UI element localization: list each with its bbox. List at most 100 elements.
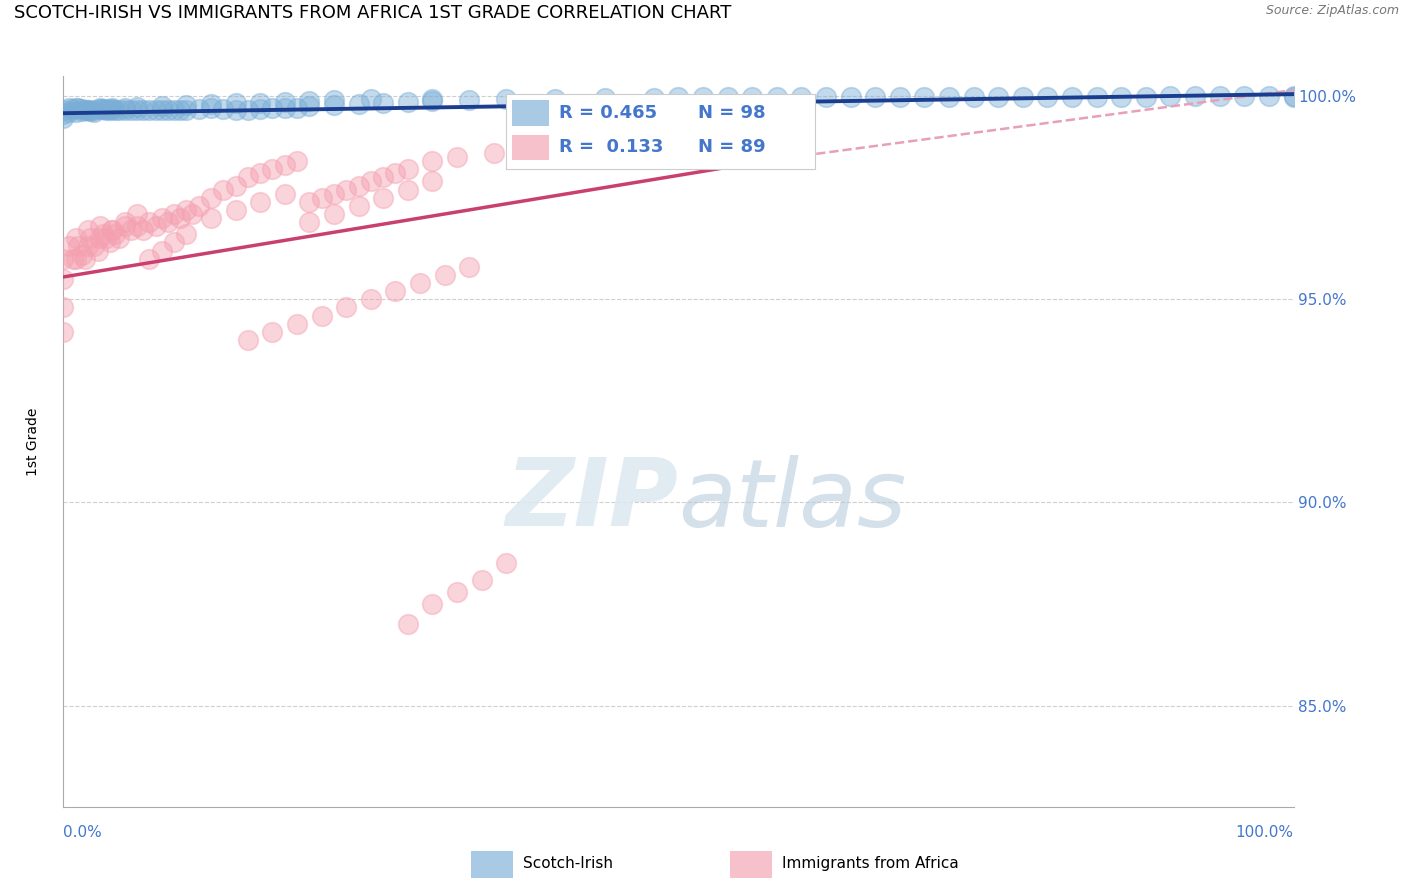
Point — [1282, 89, 1305, 103]
Point — [65, 252, 87, 266]
Point — [104, 227, 127, 242]
Text: R =  0.133: R = 0.133 — [558, 138, 664, 156]
Point — [132, 103, 155, 118]
Point — [249, 102, 271, 116]
Point — [285, 101, 308, 115]
Point — [298, 215, 321, 229]
Point — [1111, 89, 1133, 103]
Point — [236, 170, 259, 185]
Point — [114, 219, 136, 234]
Text: Source: ZipAtlas.com: Source: ZipAtlas.com — [1265, 4, 1399, 18]
Point — [262, 162, 284, 177]
Point — [335, 183, 357, 197]
Point — [249, 194, 271, 209]
Point — [323, 93, 346, 107]
Point — [225, 202, 247, 217]
Point — [76, 239, 98, 253]
Point — [52, 103, 75, 118]
Point — [262, 101, 284, 115]
Bar — [512, 100, 550, 126]
Point — [174, 103, 197, 117]
Point — [1085, 89, 1108, 103]
Point — [889, 89, 911, 103]
Point — [360, 174, 382, 188]
Point — [717, 90, 740, 104]
Point — [75, 252, 97, 266]
Point — [1036, 89, 1059, 103]
Point — [58, 105, 80, 120]
Point — [91, 102, 114, 116]
Point — [544, 92, 567, 106]
Point — [593, 91, 616, 105]
Point — [371, 170, 394, 185]
Bar — [730, 851, 772, 878]
Bar — [471, 851, 513, 878]
Point — [323, 98, 346, 112]
Point — [75, 103, 97, 117]
Point — [298, 99, 321, 113]
Point — [938, 89, 960, 103]
Point — [422, 154, 444, 169]
Point — [692, 90, 714, 104]
Point — [127, 100, 148, 114]
Text: R = 0.465: R = 0.465 — [558, 103, 657, 121]
Point — [127, 207, 148, 221]
Point — [83, 104, 105, 119]
Point — [323, 186, 346, 201]
Point — [169, 103, 191, 118]
Text: atlas: atlas — [678, 455, 907, 546]
Point — [815, 90, 838, 104]
Point — [1135, 89, 1157, 103]
Point — [262, 325, 284, 339]
Point — [495, 92, 517, 106]
Point — [98, 103, 121, 118]
Point — [58, 101, 80, 115]
Point — [1257, 89, 1279, 103]
Point — [101, 101, 124, 115]
Bar — [512, 135, 550, 161]
Text: ZIP: ZIP — [506, 454, 678, 546]
Point — [83, 103, 105, 117]
Point — [120, 103, 142, 118]
Point — [347, 178, 370, 193]
Point — [174, 227, 197, 242]
Point — [70, 247, 93, 261]
Point — [200, 97, 222, 112]
Point — [347, 97, 370, 112]
Point — [138, 215, 160, 229]
Point — [101, 223, 124, 237]
Point — [163, 207, 186, 221]
Point — [396, 162, 419, 177]
Point — [1282, 90, 1305, 104]
Point — [200, 191, 222, 205]
Point — [127, 219, 148, 234]
Point — [446, 150, 468, 164]
Point — [360, 92, 382, 106]
Point — [67, 239, 90, 253]
Point — [520, 137, 543, 152]
Point — [98, 235, 121, 250]
Point — [91, 227, 114, 242]
Point — [1208, 89, 1232, 103]
Point — [163, 103, 186, 117]
Point — [62, 252, 84, 266]
Point — [422, 92, 444, 106]
Point — [396, 617, 419, 632]
Point — [107, 231, 129, 245]
Point — [1233, 89, 1256, 103]
Point — [212, 183, 235, 197]
Point — [249, 166, 271, 180]
Text: 1st Grade: 1st Grade — [25, 408, 39, 475]
Text: 100.0%: 100.0% — [1236, 825, 1294, 840]
Point — [187, 199, 209, 213]
Point — [225, 178, 247, 193]
Point — [150, 99, 173, 113]
Point — [495, 557, 517, 571]
Point — [114, 215, 136, 229]
Point — [236, 333, 259, 347]
Point — [83, 239, 105, 253]
Point — [409, 276, 432, 290]
Point — [273, 95, 295, 109]
Point — [89, 101, 111, 115]
Point — [127, 103, 148, 117]
